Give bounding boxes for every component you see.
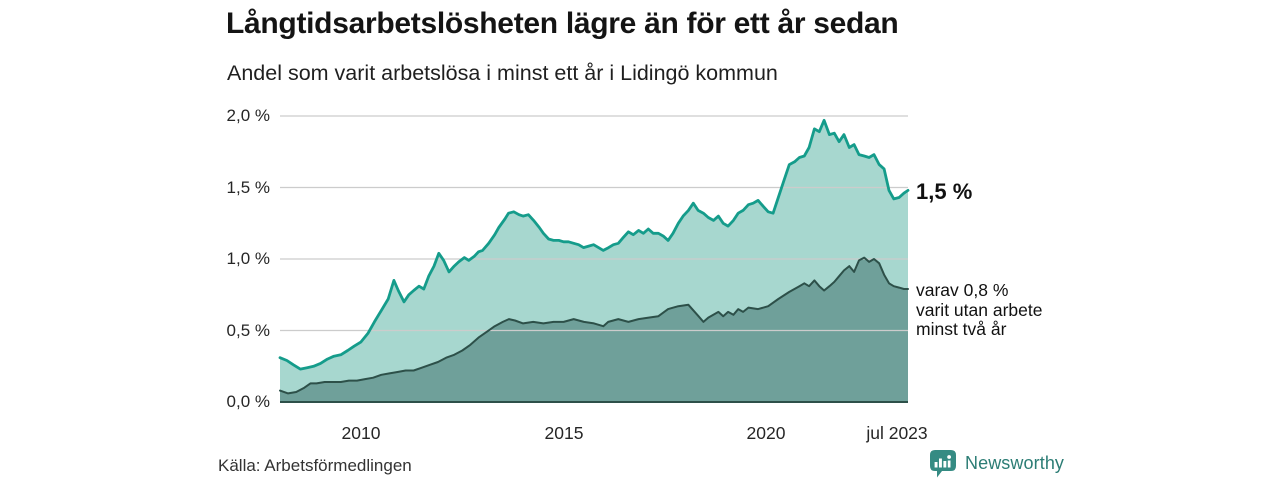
y-tick-label: 0,5 % — [226, 320, 270, 340]
y-tick-label: 0,0 % — [226, 392, 270, 411]
y-tick-label: 1,5 % — [226, 177, 270, 197]
y-tick-label: 2,0 % — [226, 106, 270, 125]
x-tick-label: 2015 — [544, 423, 584, 443]
x-tick-label: 2010 — [341, 423, 381, 443]
y-tick-label: 1,0 % — [226, 249, 270, 268]
x-tick-label: 2020 — [746, 423, 786, 443]
page-title: Långtidsarbetslösheten lägre än för ett … — [226, 7, 899, 40]
series2-end-label: varav 0,8 % varit utan arbete minst två … — [916, 280, 1043, 339]
x-tick-label: jul 2023 — [866, 423, 928, 443]
source-note: Källa: Arbetsförmedlingen — [218, 456, 412, 475]
chart-subtitle: Andel som varit arbetslösa i minst ett å… — [227, 61, 778, 85]
series1-end-label: 1,5 % — [916, 179, 973, 204]
brand-logo: Newsworthy — [929, 447, 1064, 480]
newsworthy-logo-icon — [929, 449, 957, 479]
brand-name: Newsworthy — [965, 453, 1065, 473]
